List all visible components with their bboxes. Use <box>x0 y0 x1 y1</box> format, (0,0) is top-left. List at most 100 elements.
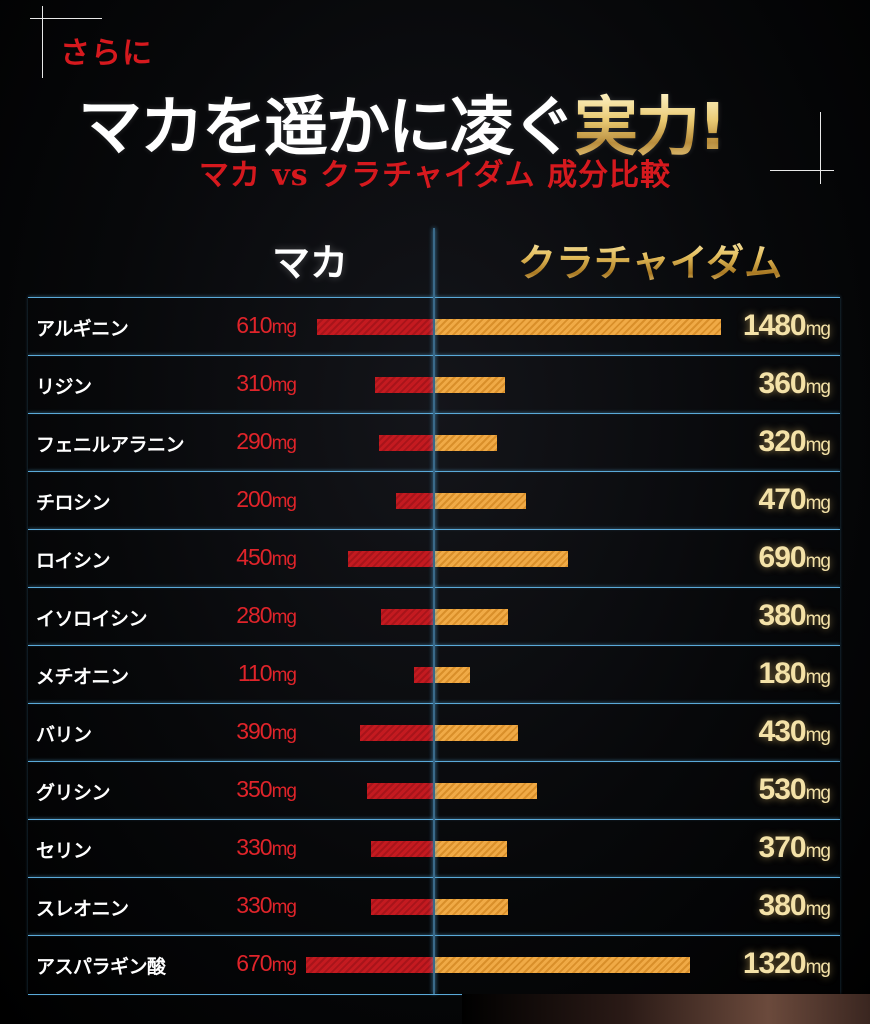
kurachaidam-value-label: 1480mg <box>742 309 831 343</box>
kurachaidam-unit: mg <box>805 435 831 456</box>
chart-row: アスパラギン酸 670mg 1320mg <box>28 935 840 995</box>
center-axis-line <box>433 228 435 994</box>
kurachaidam-bar <box>435 841 507 857</box>
kurachaidam-bar <box>435 725 519 741</box>
kurachaidam-bar <box>435 667 470 683</box>
amino-acid-label: フェニルアラニン <box>36 434 185 456</box>
maca-unit: mg <box>271 781 297 802</box>
maca-value-label: 310mg <box>236 370 297 397</box>
maca-bar <box>371 841 435 857</box>
amino-acid-label: ロイシン <box>36 550 111 572</box>
kurachaidam-bar <box>435 319 721 335</box>
maca-bar <box>413 667 435 683</box>
kurachaidam-unit: mg <box>805 667 831 688</box>
kurachaidam-unit: mg <box>805 493 831 514</box>
amino-acid-label: セリン <box>36 840 92 862</box>
kurachaidam-bar <box>435 783 538 799</box>
maca-bar <box>380 609 435 625</box>
kurachaidam-value-label: 370mg <box>758 831 831 865</box>
kurachaidam-value: 370 <box>758 831 807 864</box>
kurachaidam-bar <box>435 435 497 451</box>
maca-value: 280 <box>236 602 272 628</box>
maca-bar <box>348 551 435 567</box>
kurachaidam-bar <box>435 493 526 509</box>
column-header-maca: マカ <box>272 240 349 285</box>
kurachaidam-unit: mg <box>805 725 831 746</box>
kurachaidam-value: 320 <box>758 425 807 458</box>
kurachaidam-value-label: 690mg <box>758 541 831 575</box>
maca-unit: mg <box>271 897 297 918</box>
kurachaidam-value-label: 530mg <box>758 773 831 807</box>
kurachaidam-value-label: 320mg <box>758 425 831 459</box>
kurachaidam-unit: mg <box>805 377 831 398</box>
kurachaidam-value: 690 <box>758 541 807 574</box>
decorative-photo-edge <box>462 994 870 1024</box>
maca-value: 390 <box>236 718 272 744</box>
kurachaidam-bar <box>435 957 691 973</box>
kurachaidam-value-label: 1320mg <box>743 947 831 981</box>
amino-acid-label: バリン <box>36 724 92 746</box>
maca-unit: mg <box>271 665 297 686</box>
maca-bar <box>396 493 435 509</box>
kurachaidam-unit: mg <box>805 899 831 920</box>
maca-value-label: 390mg <box>236 718 297 745</box>
maca-value-label: 200mg <box>236 486 297 513</box>
maca-unit: mg <box>271 955 297 976</box>
maca-value: 610 <box>236 312 272 338</box>
kurachaidam-value: 360 <box>758 367 807 400</box>
kurachaidam-unit: mg <box>805 609 831 630</box>
maca-bar <box>375 377 435 393</box>
maca-value: 330 <box>236 892 272 918</box>
maca-bar <box>317 319 435 335</box>
maca-value-label: 290mg <box>236 428 297 455</box>
maca-bar <box>378 435 435 451</box>
kurachaidam-unit: mg <box>805 957 831 978</box>
maca-unit: mg <box>271 433 297 454</box>
maca-bar <box>367 783 435 799</box>
kurachaidam-bar <box>435 551 569 567</box>
maca-unit: mg <box>271 317 297 338</box>
maca-value-label: 610mg <box>236 312 297 339</box>
chart-subtitle: マカ vs クラチャイダム 成分比較 <box>198 158 672 193</box>
amino-acid-label: イソロイシン <box>36 608 148 630</box>
crop-mark-right-v <box>820 112 821 184</box>
kurachaidam-value: 470 <box>758 483 807 516</box>
crop-mark-right-h <box>770 170 834 171</box>
maca-bar <box>359 725 435 741</box>
maca-value: 200 <box>236 486 272 512</box>
kurachaidam-value-label: 180mg <box>758 657 831 691</box>
maca-value: 670 <box>236 950 272 976</box>
maca-value: 310 <box>236 370 272 396</box>
maca-value-label: 450mg <box>236 544 297 571</box>
maca-unit: mg <box>271 839 297 860</box>
amino-acid-label: チロシン <box>36 492 111 514</box>
kurachaidam-unit: mg <box>805 319 831 340</box>
crop-mark-top-left-v <box>42 6 43 78</box>
amino-acid-label: メチオニン <box>36 666 129 688</box>
maca-unit: mg <box>271 549 297 570</box>
kurachaidam-unit: mg <box>805 783 831 804</box>
headline-accent: 実力! <box>574 91 727 165</box>
kurachaidam-value-label: 430mg <box>759 715 831 749</box>
maca-bar <box>305 957 435 973</box>
maca-unit: mg <box>271 723 297 744</box>
crop-mark-top-left-h <box>30 18 102 19</box>
pre-title: さらに <box>60 36 153 71</box>
kurachaidam-value: 1480 <box>742 309 807 342</box>
maca-value-label: 350mg <box>236 776 297 803</box>
maca-unit: mg <box>271 491 297 512</box>
kurachaidam-value: 530 <box>758 773 807 806</box>
maca-value: 450 <box>236 544 272 570</box>
chart-row: グリシン 350mg 530mg <box>28 761 840 820</box>
kurachaidam-value-label: 380mg <box>758 889 831 923</box>
maca-value-label: 110mg <box>238 660 297 687</box>
maca-unit: mg <box>271 607 297 628</box>
amino-acid-label: グリシン <box>36 782 111 804</box>
maca-value: 290 <box>236 428 272 454</box>
kurachaidam-value: 380 <box>758 889 807 922</box>
kurachaidam-value-label: 470mg <box>758 483 831 517</box>
amino-acid-label: アスパラギン酸 <box>36 956 166 978</box>
kurachaidam-value: 180 <box>758 657 807 690</box>
kurachaidam-bar <box>435 899 509 915</box>
maca-unit: mg <box>271 375 297 396</box>
